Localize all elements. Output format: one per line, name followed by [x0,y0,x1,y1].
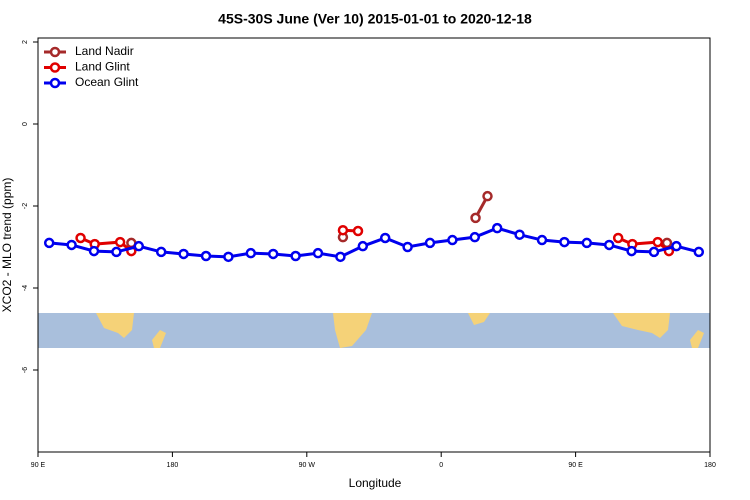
data-point [111,246,122,258]
data-point [671,240,682,252]
data-point [514,229,525,240]
data-point [312,247,324,259]
data-point [178,248,189,260]
data-point [612,232,624,244]
x-tick-label: 90 E [31,462,46,469]
y-tick-label: -4 [22,285,29,291]
x-tick-label: 180 [167,462,179,469]
data-point [335,251,346,263]
data-point [43,237,55,249]
data-point [114,236,126,248]
data-point [75,232,86,244]
plot-frame [37,37,711,453]
data-point [245,247,257,259]
x-tick-label: 0 [439,462,443,469]
legend-marker [49,77,61,89]
data-point [223,251,234,263]
data-point [603,239,615,251]
legend-marker [49,46,61,58]
x-axis-label: Longitude [349,476,402,490]
data-point [290,250,301,262]
chart-title: 45S-30S June (Ver 10) 2015-01-01 to 2020… [218,11,532,27]
data-point [424,237,436,249]
x-tick-label: 90 E [568,462,583,469]
y-axis-label: XCO2 - MLO trend (ppm) [0,178,14,313]
data-point [267,248,279,260]
series-line [49,226,700,259]
y-tick-label: 2 [22,40,29,44]
data-point [447,234,458,246]
x-tick-label: 90 W [299,462,316,469]
data-point [66,239,77,251]
y-tick-label: -2 [22,203,29,209]
data-point [536,234,548,246]
data-point [88,245,100,257]
data-point [491,222,503,234]
data-point [133,240,145,252]
data-point [357,240,369,252]
legend-label: Ocean Glint [75,75,139,89]
data-point [402,241,413,253]
legend-marker [49,62,61,73]
y-tick-label: 0 [22,122,29,126]
series-line [476,196,667,243]
data-point [470,212,481,224]
data-point [482,190,493,202]
data-point [648,246,660,258]
x-tick-label: 180 [704,462,716,469]
data-point [337,224,349,236]
data-point [155,246,167,258]
map-band [38,313,710,348]
data-point [693,246,705,258]
data-point [379,232,391,244]
data-point [559,236,570,248]
y-tick-label: -6 [22,367,29,373]
data-point [200,250,212,262]
data-point [652,236,663,248]
data-point [352,225,364,237]
data-point [469,231,481,243]
data-point [626,245,637,257]
legend-label: Land Glint [75,60,130,74]
data-point [581,237,593,249]
legend-label: Land Nadir [75,44,134,58]
